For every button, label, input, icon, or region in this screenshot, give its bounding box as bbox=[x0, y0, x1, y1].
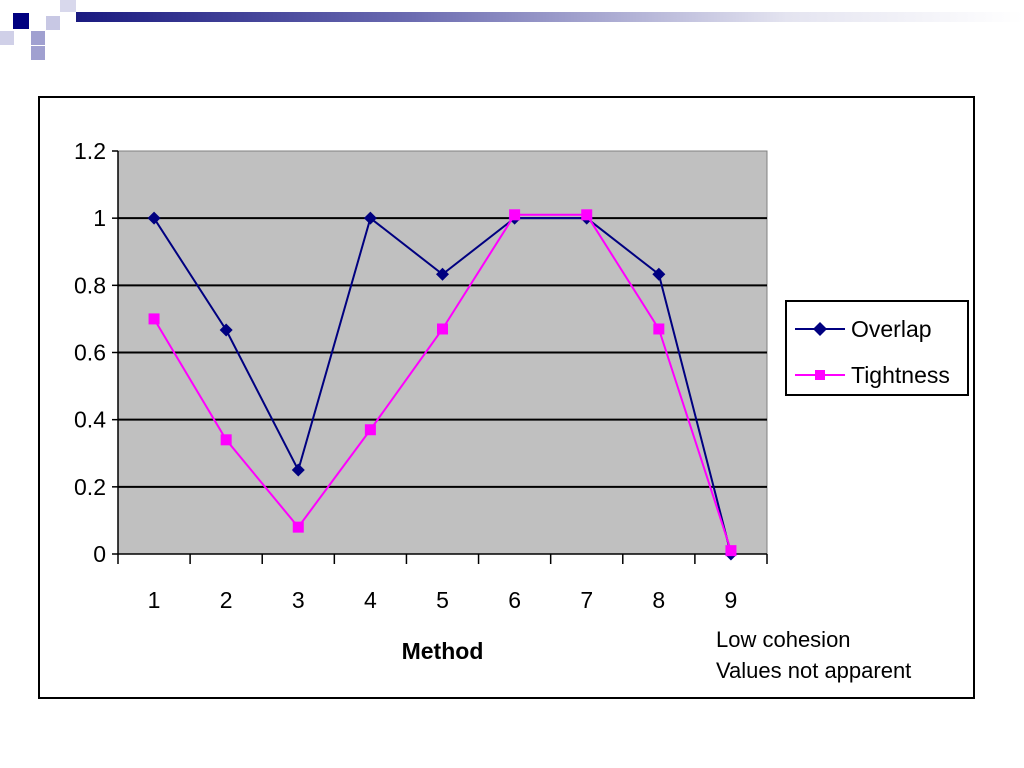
legend-label-tightness: Tightness bbox=[851, 361, 950, 388]
data-point-overlap bbox=[652, 267, 666, 281]
header-square-light-5 bbox=[0, 31, 14, 45]
data-point-tightness bbox=[220, 434, 232, 446]
data-point-tightness bbox=[581, 209, 593, 221]
header-decoration bbox=[0, 0, 1024, 62]
data-point-overlap bbox=[436, 267, 449, 281]
legend: Overlap Tightness bbox=[785, 300, 969, 396]
y-tick-label: 0.8 bbox=[74, 272, 106, 298]
data-point-tightness bbox=[653, 323, 665, 335]
y-tick-label: 0.2 bbox=[74, 474, 106, 500]
x-tick-label: 7 bbox=[580, 587, 593, 613]
y-tick-label: 1.2 bbox=[74, 138, 106, 164]
line-chart: 0 0.2 0.4 0.6 0.8 1 1.2 1 2 3 4 5 6 7 8 9 Method bbox=[74, 138, 768, 664]
data-point-overlap bbox=[147, 211, 161, 225]
header-square-light-2 bbox=[46, 16, 60, 30]
header-square-light-1 bbox=[31, 31, 45, 45]
header-square-dark bbox=[13, 13, 29, 29]
data-point-tightness bbox=[725, 545, 737, 557]
data-point-tightness bbox=[509, 209, 521, 221]
legend-swatch-tightness bbox=[795, 370, 845, 380]
x-tick-label: 5 bbox=[436, 587, 449, 613]
legend-item-tightness: Tightness bbox=[795, 360, 965, 390]
legend-label-overlap: Overlap bbox=[851, 315, 932, 342]
x-tick-label: 9 bbox=[725, 587, 738, 613]
x-tick-label: 4 bbox=[364, 587, 377, 613]
annotation-line-1: Low cohesion bbox=[716, 627, 851, 652]
x-tick-label: 2 bbox=[220, 587, 233, 613]
x-tick-label: 6 bbox=[508, 587, 521, 613]
data-point-tightness bbox=[437, 323, 448, 335]
data-point-tightness bbox=[148, 313, 160, 325]
x-tick-label: 1 bbox=[148, 587, 161, 613]
annotation: Low cohesion Values not apparent bbox=[716, 624, 911, 686]
annotation-line-2: Values not apparent bbox=[716, 658, 912, 683]
x-axis-title: Method bbox=[402, 638, 484, 664]
y-tick-label: 0 bbox=[93, 541, 106, 567]
data-point-overlap bbox=[291, 463, 305, 477]
y-tick-label: 1 bbox=[93, 205, 106, 231]
legend-swatch-overlap bbox=[795, 322, 845, 336]
y-tick-label: 0.4 bbox=[74, 407, 106, 433]
x-tick-label: 3 bbox=[292, 587, 305, 613]
chart-frame: 0 0.2 0.4 0.6 0.8 1 1.2 1 2 3 4 5 6 7 8 9 Method Overlap… bbox=[38, 96, 975, 699]
header-gradient-band bbox=[76, 12, 1024, 22]
header-square-light-3 bbox=[31, 46, 45, 60]
x-tick-label: 8 bbox=[652, 587, 665, 613]
header-square-light-4 bbox=[60, 0, 76, 12]
data-point-tightness bbox=[292, 521, 304, 533]
data-point-overlap bbox=[219, 323, 233, 337]
data-point-overlap bbox=[363, 211, 377, 225]
legend-item-overlap: Overlap bbox=[795, 314, 965, 344]
data-point-tightness bbox=[364, 424, 376, 436]
y-tick-label: 0.6 bbox=[74, 340, 106, 366]
